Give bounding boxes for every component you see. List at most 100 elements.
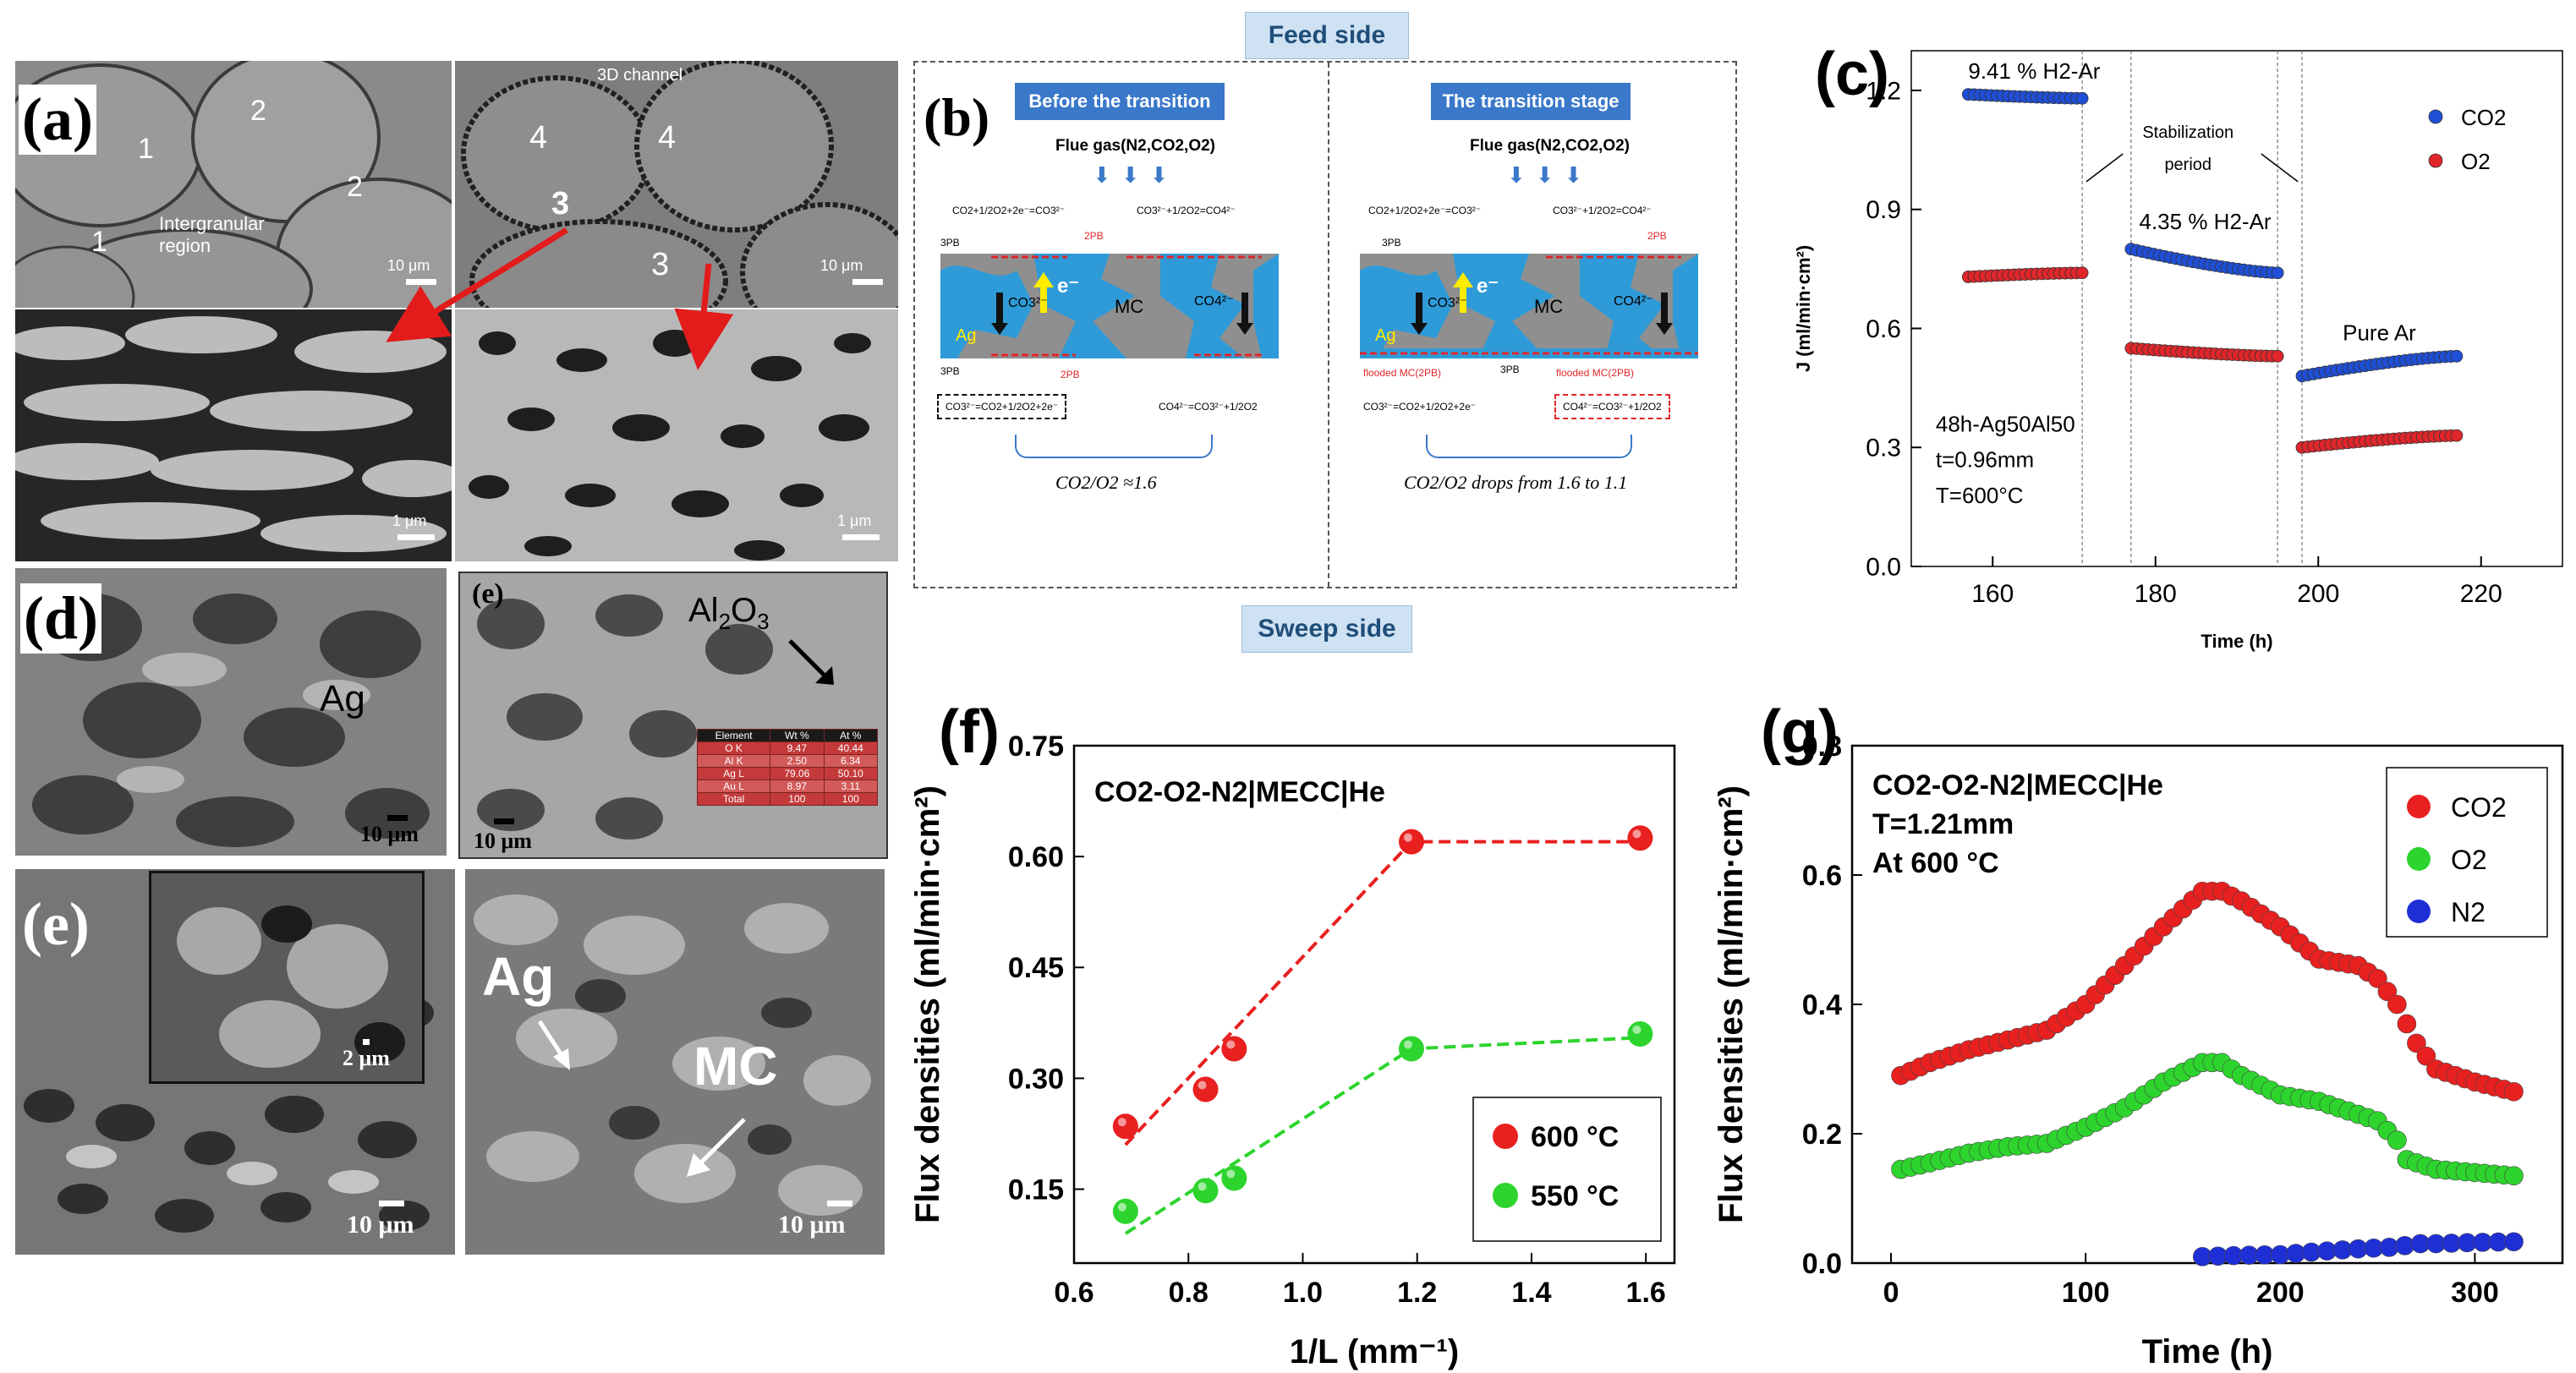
reaction-text: CO4²⁻=CO3²⁻+1/2O2 [1159,401,1258,413]
sem-image-a-right: 3D channel 4 4 3 3 10 μm [455,61,898,308]
legend-marker [2428,109,2443,124]
legend-marker [2407,847,2431,871]
y-axis-label: Flux densities (ml/min·cm²) [909,785,946,1223]
co4-label: CO4²⁻ [1614,294,1653,309]
annotation-arrow [2085,153,2124,183]
annotation-ar: Pure Ar [2343,320,2416,346]
eds-cell: 2.50 [770,754,825,768]
tpb-label: 3PB [1382,237,1401,249]
co4-label: CO4²⁻ [1194,294,1234,309]
region-label-2: region [159,235,211,256]
reaction-text: CO2+1/2O2+2e⁻=CO3²⁻ [1368,205,1482,216]
data-point-highlight [1403,833,1412,842]
x-tick-label: 180 [2135,580,2177,608]
legend-marker [2428,153,2443,168]
y-tick-label: 1.2 [1866,77,1901,105]
data-point [1398,829,1424,855]
panel-label-g: (g) [1761,698,1839,766]
flue-gas-label: Flue gas(N2,CO2,O2) [1470,137,1630,155]
data-point-highlight [1198,1080,1207,1090]
electron-label: e⁻ [1057,275,1080,298]
eds-cell: 6.34 [823,754,879,768]
data-point-highlight [1226,1169,1236,1179]
legend-label: 550 °C [1531,1180,1619,1212]
data-point [1221,1165,1247,1191]
x-axis-label: Time (h) [2142,1333,2273,1370]
sem-image-a-zoom-left: 1 μm [15,309,452,561]
scale-bar [827,1201,852,1206]
data-point-co2 [2271,266,2284,280]
eds-cell: Al K [696,754,771,768]
scale-label: 10 μm [347,1211,414,1239]
annotation-stab: period [2164,156,2212,174]
data-point [1192,1178,1219,1204]
data-point [1398,1036,1424,1062]
x-tick-label: 160 [1971,580,2014,608]
scale-bar [842,534,880,540]
scale-bar [363,1039,370,1045]
sem-image-e-left: 2 μm 10 μm [15,869,455,1255]
y-tick-label: 0.6 [1802,860,1842,892]
sem-image-a-zoom-right: 1 μm [455,309,898,561]
eds-cell: 100 [770,792,825,806]
zoom-arrows [386,227,734,370]
gas-arrows: ⬇⬇⬇ [1093,162,1179,188]
annotation-arrow [2261,153,2299,183]
data-point-o2 [2271,349,2284,363]
co3-label: CO3²⁻ [1428,296,1467,310]
panel-label-c: (c) [1815,41,1889,108]
reaction-text: CO3²⁻+1/2O2=CO4²⁻ [1137,205,1236,216]
x-tick-label: 200 [2256,1277,2305,1309]
al2o3-arrow [788,639,834,685]
inset-text: T=1.21mm [1872,808,2014,840]
grain-label: 3 [651,247,670,282]
scale-bar [494,818,514,824]
data-point-highlight [1632,829,1642,839]
tpb-label: 3PB [940,237,960,249]
header-before: Before the transition [1015,83,1225,120]
grain-label: 4 [529,120,548,156]
y-axis-label: Flux densities (ml/min·cm²) [1717,785,1750,1223]
data-point-o2 [2387,1130,2407,1150]
reaction-text: CO2+1/2O2+2e⁻=CO3²⁻ [952,205,1066,216]
inset-text: CO2-O2-N2|MECC|He [1872,769,2163,801]
eds-cell: O K [696,741,771,755]
x-axis-label: 1/L (mm⁻¹) [1290,1333,1459,1370]
data-point-co2 [2387,994,2407,1015]
reaction-box: CO4²⁻=CO3²⁻+1/2O2 [1554,394,1670,419]
eds-cell: 79.06 [770,767,825,780]
inset-title: CO2-O2-N2|MECC|He [1094,776,1385,808]
channel-label: 3D channel [597,66,683,85]
data-point-highlight [1632,1025,1642,1034]
sem-image-d-right: (e) Al2O3 10 μm Element Wt % At % O K 9.4… [458,572,888,859]
header-transition: The transition stage [1431,83,1631,120]
y-tick-label: 0.60 [1008,841,1064,873]
y-tick-label: 0.75 [1008,730,1064,763]
al2o3-label: Al2O3 [688,592,770,634]
x-tick-label: 1.2 [1397,1277,1437,1309]
x-tick-label: 100 [2062,1277,2110,1309]
dpb-label: 2PB [1084,230,1104,242]
scale-label: 10 μm [387,257,430,274]
scale-label: 1 μm [837,512,872,529]
info-text: 48h-Ag50Al50 [1936,411,2075,436]
legend-label: O2 [2461,149,2491,174]
data-point-highlight [1198,1182,1207,1191]
tpb-label: 3PB [940,365,960,377]
co3-label: CO3²⁻ [1008,296,1048,310]
scale-label: 10 μm [474,829,532,853]
eds-cell: 40.44 [823,741,879,755]
data-point-o2 [2075,266,2089,280]
x-tick-label: 0 [1883,1277,1899,1309]
legend-marker [1493,1183,1518,1208]
dpb-label: 2PB [1647,230,1667,242]
grain-label: 1 [138,133,154,165]
grain-label: 4 [658,120,677,156]
panel-label-d: (d) [20,583,101,654]
data-point-co2 [2407,1033,2426,1053]
y-tick-label: 0.8 [1802,730,1842,763]
eds-cell: 50.10 [823,767,879,780]
mc-label: MC [693,1036,778,1097]
y-tick-label: 0.9 [1866,196,1901,224]
data-point [1112,1113,1138,1140]
